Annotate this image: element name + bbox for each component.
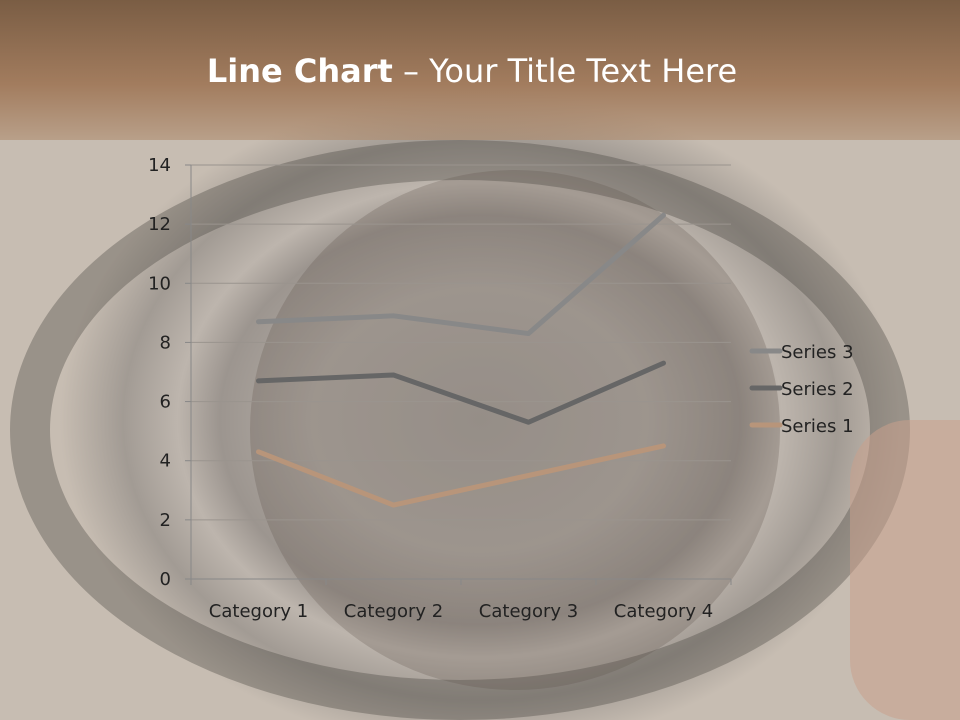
background-photo-pan <box>250 170 780 690</box>
slide-title: Line Chart – Your Title Text Here <box>0 52 944 90</box>
title-rest: – Your Title Text Here <box>392 52 738 90</box>
x-tick-label: Category 1 <box>209 601 308 622</box>
series-line-3 <box>256 212 666 337</box>
legend-label-3: Series 3 <box>781 342 854 363</box>
y-tick-label: 8 <box>160 332 171 353</box>
title-bold: Line Chart <box>206 52 393 90</box>
y-tick-label: 12 <box>148 214 171 235</box>
title-bar <box>0 0 960 140</box>
y-tick-label: 2 <box>160 510 171 531</box>
y-tick-label: 0 <box>160 569 171 590</box>
y-tick-label: 14 <box>148 155 171 176</box>
y-tick-label: 4 <box>160 451 171 472</box>
legend-label-1: Series 1 <box>781 416 854 437</box>
y-tick-label: 10 <box>148 273 171 294</box>
series-line-2 <box>256 360 666 425</box>
legend-label-2: Series 2 <box>781 379 854 400</box>
background-photo-hand <box>850 420 960 720</box>
y-tick-label: 6 <box>160 392 171 413</box>
x-tick-label: Category 3 <box>479 601 578 622</box>
x-tick-label: Category 2 <box>344 601 443 622</box>
x-tick-label: Category 4 <box>614 601 713 622</box>
series-line-1 <box>256 443 666 508</box>
